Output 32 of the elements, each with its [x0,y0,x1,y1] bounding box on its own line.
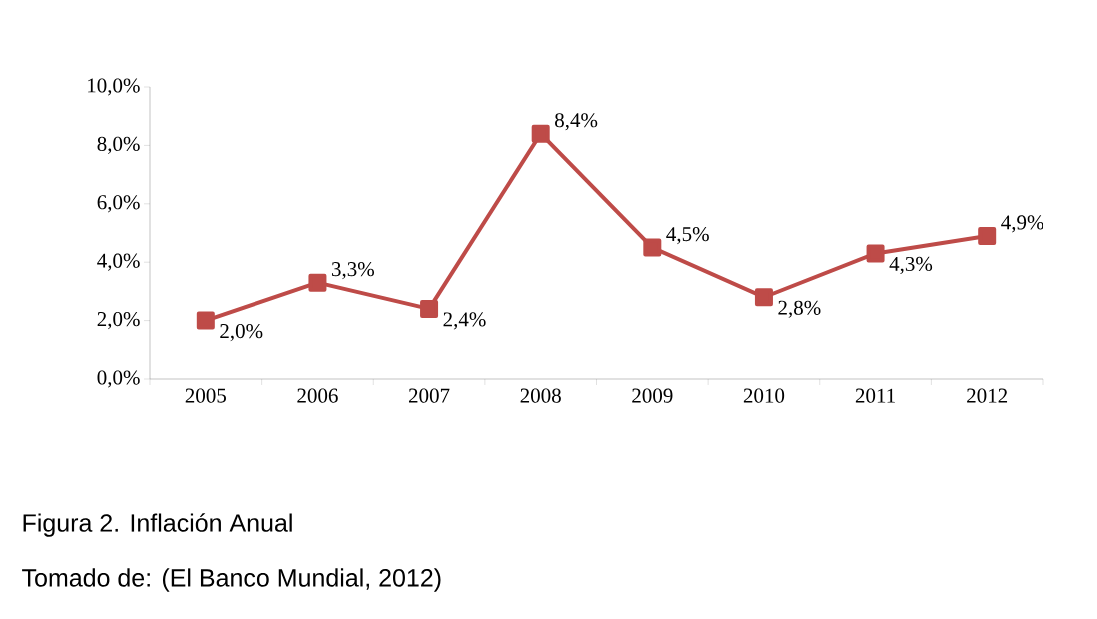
text: Figura 2. Inflación Anual [23,513,292,537]
data-label: 4,3% [889,256,933,275]
y-tick-label: 10,0% [88,78,140,96]
point [978,226,997,245]
point [866,244,885,263]
data-label: 2,8% [778,300,821,318]
y-tick-label: 2,0% [97,312,140,330]
data-label: 4,5% [666,227,709,245]
point [531,124,550,143]
y-tick-label: 8,0% [97,136,140,154]
x-tick-label: 2008 [520,388,561,403]
point [643,238,662,257]
data-label: 2,0% [220,324,263,342]
y-tick-label: 6,0% [97,195,140,213]
x-tick-label: 2009 [632,388,673,403]
x-tick-label: 2010 [743,388,785,403]
point [754,288,773,307]
x-tick-label: 2012 [967,388,1008,403]
y-tick-label: 0,0% [97,370,140,388]
data-label: 3,3% [331,262,374,280]
point [308,273,327,292]
x-tick-label: 2005 [185,388,226,403]
data-label: 4,9% [1001,215,1044,233]
text: Tomado de: (El Banco Mundial, 2012) [22,568,441,592]
data-label: 8,4% [555,113,598,131]
data-label: 2,4% [443,312,486,330]
x-tick-label: 2011 [855,388,895,403]
y-tick-label: 4,0% [97,253,140,271]
point [196,311,215,330]
point [420,299,439,318]
x-tick-label: 2006 [297,388,338,403]
x-tick-label: 2007 [408,388,450,403]
